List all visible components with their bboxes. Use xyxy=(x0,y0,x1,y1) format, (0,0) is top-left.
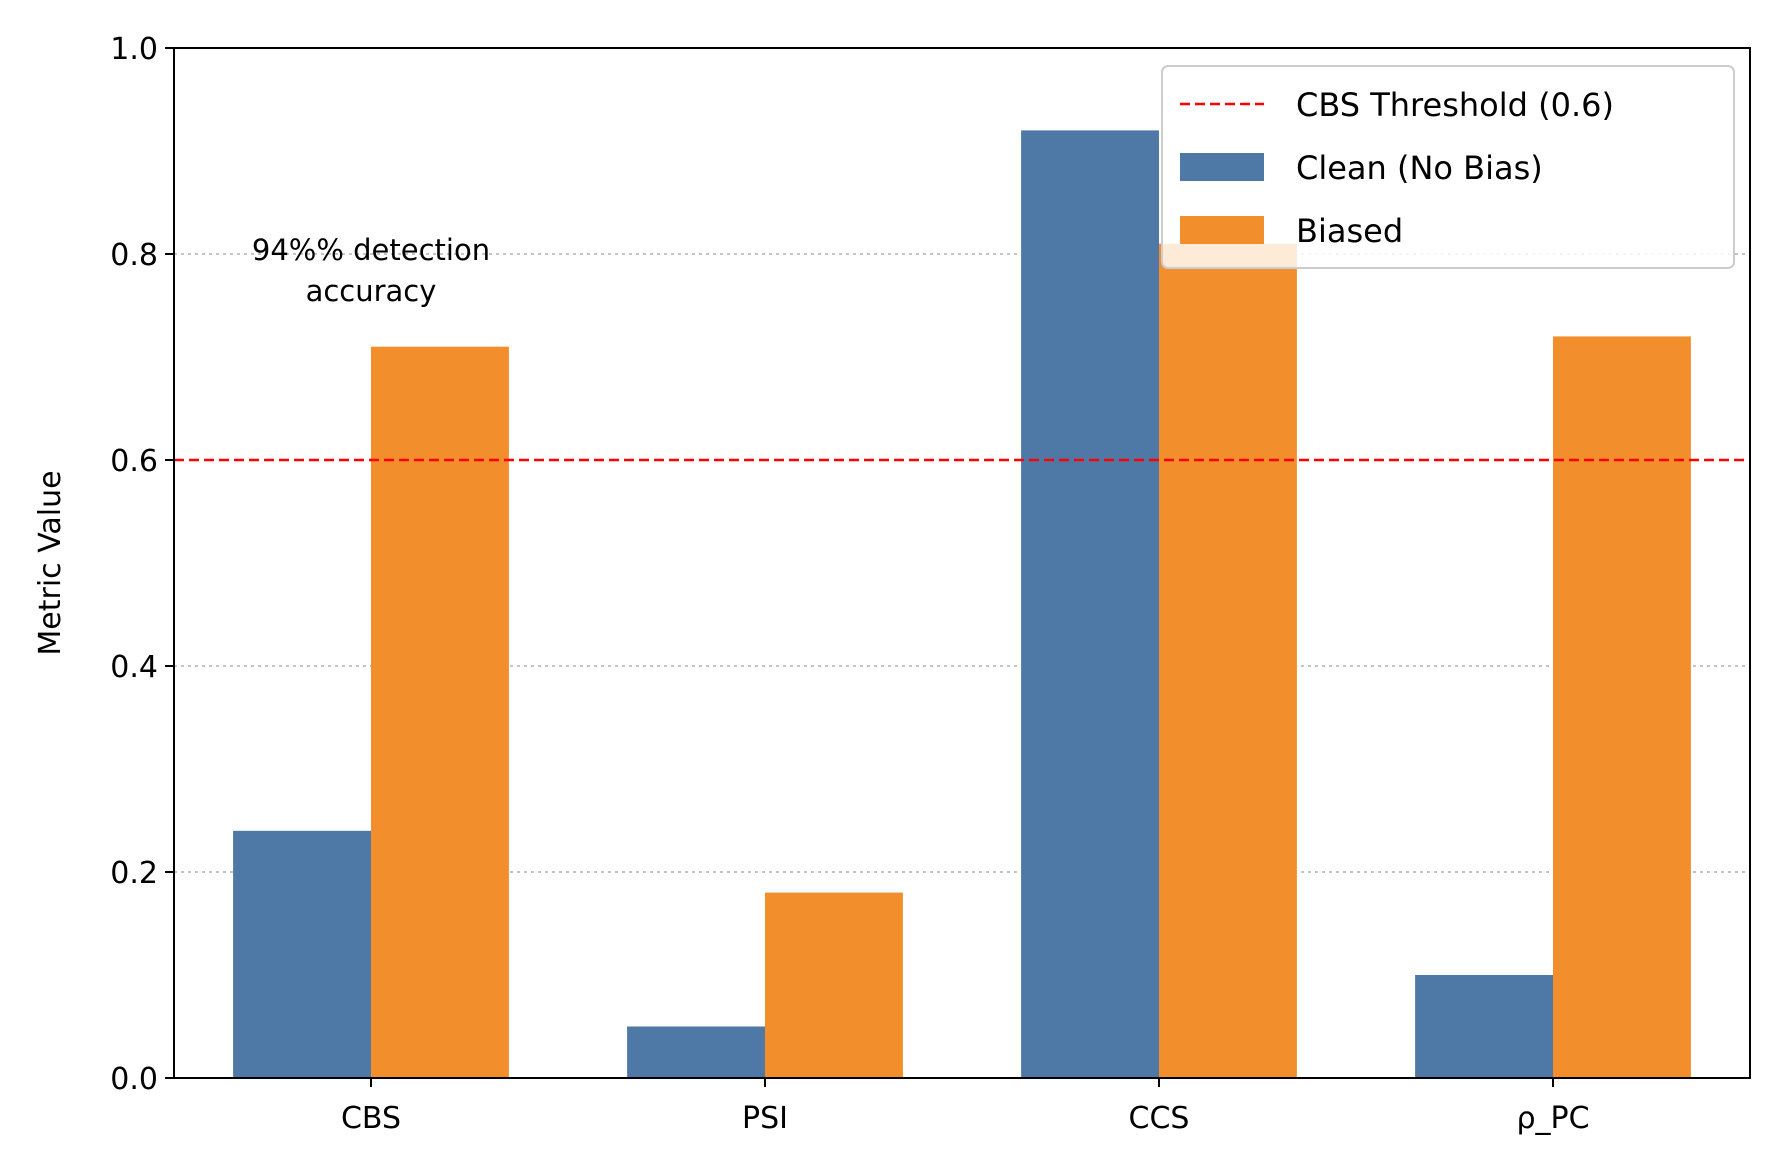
x-tick-label: CCS xyxy=(1129,1101,1190,1136)
legend-box xyxy=(1161,65,1735,269)
bar-clean-2 xyxy=(1021,130,1159,1078)
x-axis: CBS PSI CCS ρ_PC xyxy=(341,1078,1590,1136)
legend-label: Clean (No Bias) xyxy=(1296,149,1543,187)
y-tick-label: 0.0 xyxy=(110,1062,158,1097)
legend-patch-marker xyxy=(1180,216,1264,244)
bar-clean-0 xyxy=(233,830,371,1078)
legend-label: CBS Threshold (0.6) xyxy=(1296,86,1614,124)
y-tick-label: 1.0 xyxy=(110,32,158,67)
bars xyxy=(233,130,1691,1078)
annotation: 94%% detection accuracy xyxy=(252,233,490,308)
x-tick-label: ρ_PC xyxy=(1516,1101,1589,1136)
bar-biased-0 xyxy=(371,346,509,1078)
bar-biased-2 xyxy=(1159,243,1297,1078)
y-axis-title: Metric Value xyxy=(33,470,68,655)
legend: CBS Threshold (0.6) Clean (No Bias) Biased xyxy=(1161,65,1735,269)
x-tick-label: CBS xyxy=(341,1101,401,1136)
y-tick-label: 0.6 xyxy=(110,444,158,479)
bar-clean-1 xyxy=(627,1026,765,1078)
y-axis: 0.0 0.2 0.4 0.6 0.8 1.0 xyxy=(110,32,174,1097)
legend-patch-marker xyxy=(1180,153,1264,181)
bar-clean-3 xyxy=(1415,975,1553,1078)
plot-frame xyxy=(173,47,1751,1079)
bar-biased-3 xyxy=(1553,336,1691,1078)
legend-label: Biased xyxy=(1296,212,1403,250)
bar-biased-1 xyxy=(765,892,903,1078)
y-tick-label: 0.8 xyxy=(110,238,158,273)
annotation-line-1: 94%% detection xyxy=(252,233,490,267)
annotation-line-2: accuracy xyxy=(306,274,437,308)
y-tick-label: 0.4 xyxy=(110,650,158,685)
y-tick-label: 0.2 xyxy=(110,856,158,891)
x-tick-label: PSI xyxy=(742,1101,788,1136)
